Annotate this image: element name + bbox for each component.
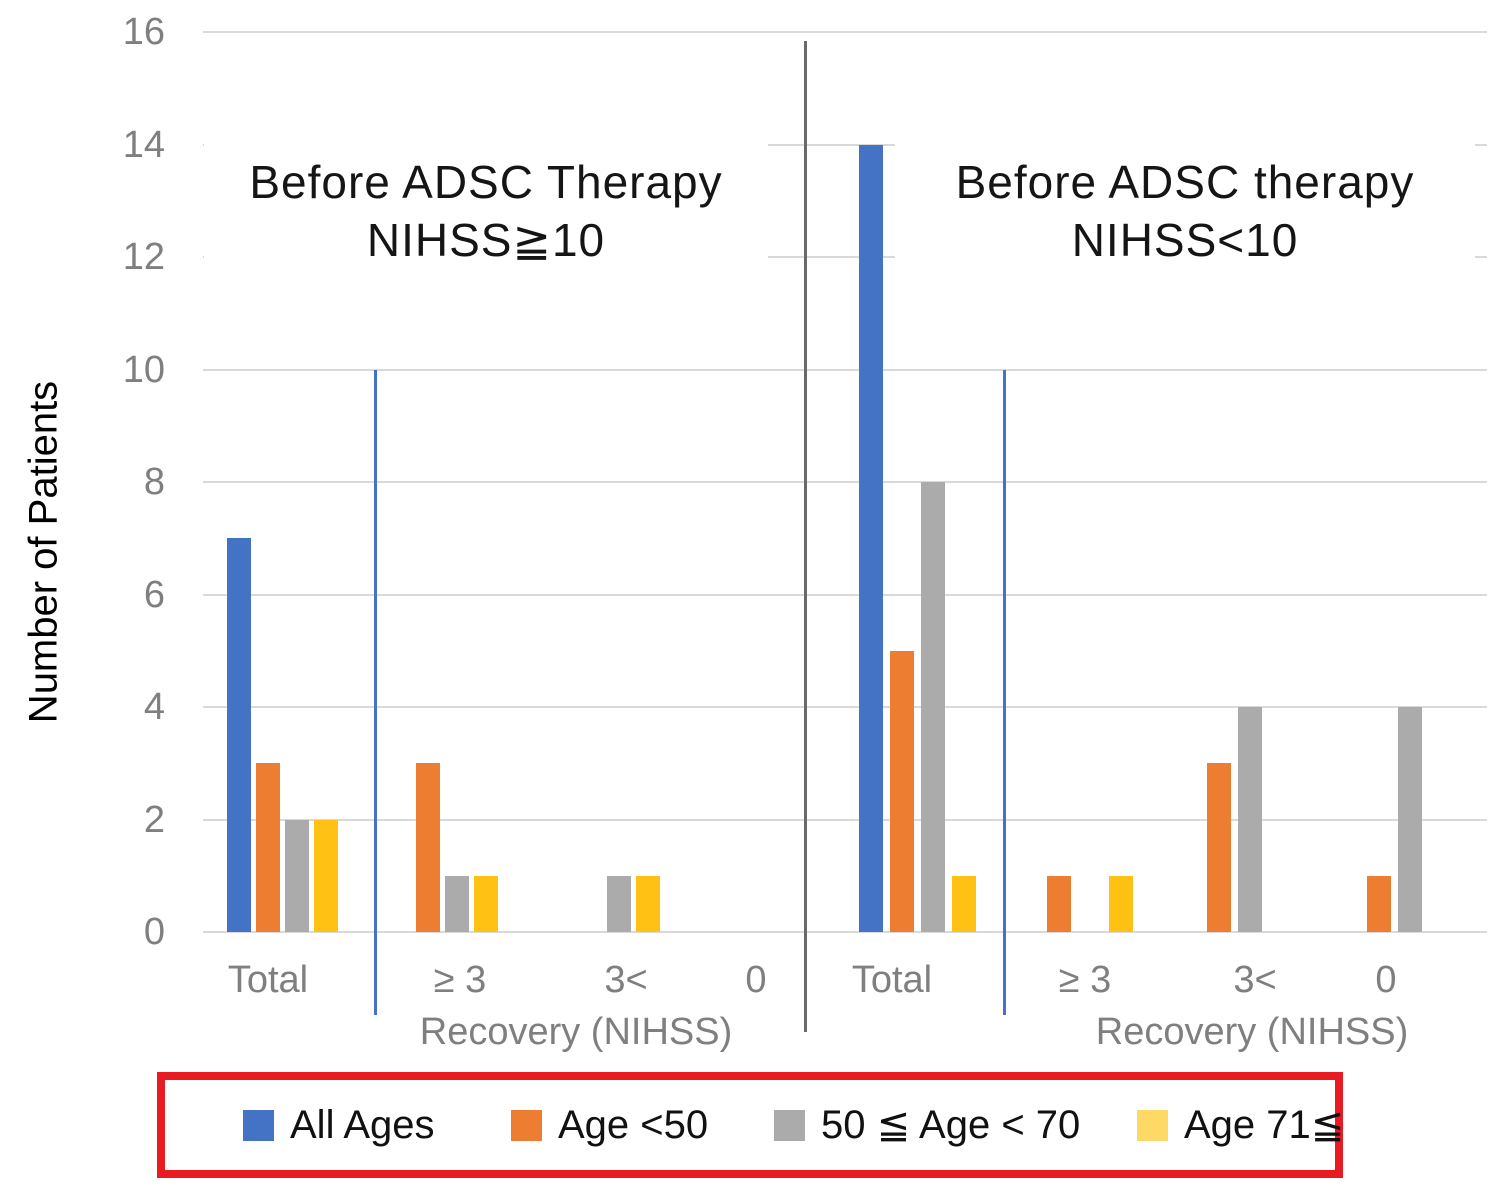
legend-label-all-ages: All Ages: [290, 1103, 435, 1147]
bar-nihss-lt10-3-age-50: [1207, 763, 1231, 932]
y-tick-label-10: 10: [122, 348, 165, 391]
threshold-line-nihss-ge10: [374, 369, 377, 1015]
category-label-nihss-lt10-0: 0: [1375, 959, 1397, 1001]
y-tick-label-6: 6: [143, 573, 165, 616]
gridline-16: [203, 31, 1487, 33]
gridline-12: [203, 256, 1487, 258]
legend-swatch-age-71: [1137, 1109, 1168, 1141]
gridline-4: [203, 706, 1487, 708]
category-label-nihss-ge10-total: Total: [227, 959, 309, 1001]
bar-nihss-lt10-0-age-50: [1367, 875, 1391, 932]
bar-nihss-ge10-total-age-71: [314, 819, 338, 932]
category-label-nihss-ge10-3: 3<: [604, 959, 648, 1001]
legend-item-age-71: Age 71≦: [1137, 1105, 1344, 1145]
threshold-line-nihss-lt10: [1003, 369, 1006, 1015]
legend-swatch-50-age-70: [774, 1109, 805, 1141]
category-label-nihss-lt10-3: ≥ 3: [1058, 959, 1112, 1001]
category-label-nihss-ge10-0: 0: [745, 959, 767, 1001]
panel-title-right-line2: NIHSS<10: [1071, 214, 1299, 266]
bar-nihss-lt10-3-50-age-70: [1238, 707, 1262, 932]
panel-title-right-line1: Before ADSC therapy: [955, 156, 1415, 208]
legend-swatch-all-ages: [243, 1109, 274, 1141]
y-tick-label-8: 8: [143, 461, 165, 503]
legend-item-age-50: Age <50: [511, 1105, 708, 1145]
legend-label-50-age-70: 50 ≦ Age < 70: [821, 1103, 1081, 1147]
category-label-nihss-lt10-total: Total: [851, 959, 933, 1001]
legend-item-50-age-70: 50 ≦ Age < 70: [774, 1105, 1080, 1145]
gridline-14: [203, 143, 1487, 146]
bar-nihss-lt10-total-50-age-70: [920, 482, 945, 932]
bar-nihss-lt10-3-age-50: [1047, 875, 1071, 932]
legend-swatch-age-50: [511, 1109, 542, 1141]
panel-title-left: Before ADSC Therapy NIHSS≧10: [204, 142, 768, 280]
panel-title-left-line1: Before ADSC Therapy: [249, 156, 723, 208]
y-tick-label-2: 2: [143, 798, 165, 841]
bar-nihss-lt10-total-age-71: [951, 875, 976, 932]
bar-nihss-ge10-total-age-50: [256, 763, 280, 932]
gridline-0: [203, 931, 1487, 933]
y-tick-label-4: 4: [143, 686, 165, 728]
panel-divider-line: [804, 41, 807, 1032]
gridline-2: [203, 818, 1487, 821]
bar-nihss-ge10-3-age-71: [636, 875, 660, 932]
bar-nihss-ge10-3-50-age-70: [607, 875, 631, 932]
axis-group-label-nihss-ge10: Recovery (NIHSS): [419, 1011, 733, 1053]
panel-title-right: Before ADSC therapy NIHSS<10: [895, 142, 1475, 280]
y-tick-label-16: 16: [122, 11, 165, 53]
gridline-8: [203, 481, 1487, 483]
y-axis-title: Number of Patients: [21, 380, 66, 724]
bar-nihss-ge10-total-all-ages: [227, 538, 251, 932]
gridline-10: [203, 368, 1487, 371]
bar-nihss-lt10-total-age-50: [889, 650, 914, 932]
bar-nihss-lt10-0-50-age-70: [1398, 707, 1422, 932]
legend-label-age-71: Age 71≦: [1184, 1103, 1345, 1147]
bar-nihss-lt10-3-age-71: [1109, 875, 1133, 932]
category-label-nihss-ge10-3: ≥ 3: [433, 959, 487, 1001]
bar-nihss-ge10-3-age-71: [474, 875, 498, 932]
y-tick-label-14: 14: [122, 123, 165, 166]
bar-nihss-ge10-3-50-age-70: [445, 875, 469, 932]
panel-title-left-line2: NIHSS≧10: [366, 214, 606, 266]
y-tick-label-12: 12: [122, 236, 165, 278]
legend-item-all-ages: All Ages: [243, 1105, 435, 1145]
bar-nihss-ge10-3-age-50: [416, 763, 440, 932]
bar-nihss-lt10-total-all-ages: [858, 144, 883, 932]
y-tick-label-0: 0: [143, 911, 165, 953]
gridline-6: [203, 593, 1487, 596]
category-label-nihss-lt10-3: 3<: [1233, 959, 1277, 1001]
legend-label-age-50: Age <50: [558, 1103, 709, 1147]
axis-group-label-nihss-lt10: Recovery (NIHSS): [1095, 1011, 1409, 1053]
bar-nihss-ge10-total-50-age-70: [285, 819, 309, 932]
legend: All Ages Age <50 50 ≦ Age < 70 Age 71≦: [157, 1072, 1344, 1178]
